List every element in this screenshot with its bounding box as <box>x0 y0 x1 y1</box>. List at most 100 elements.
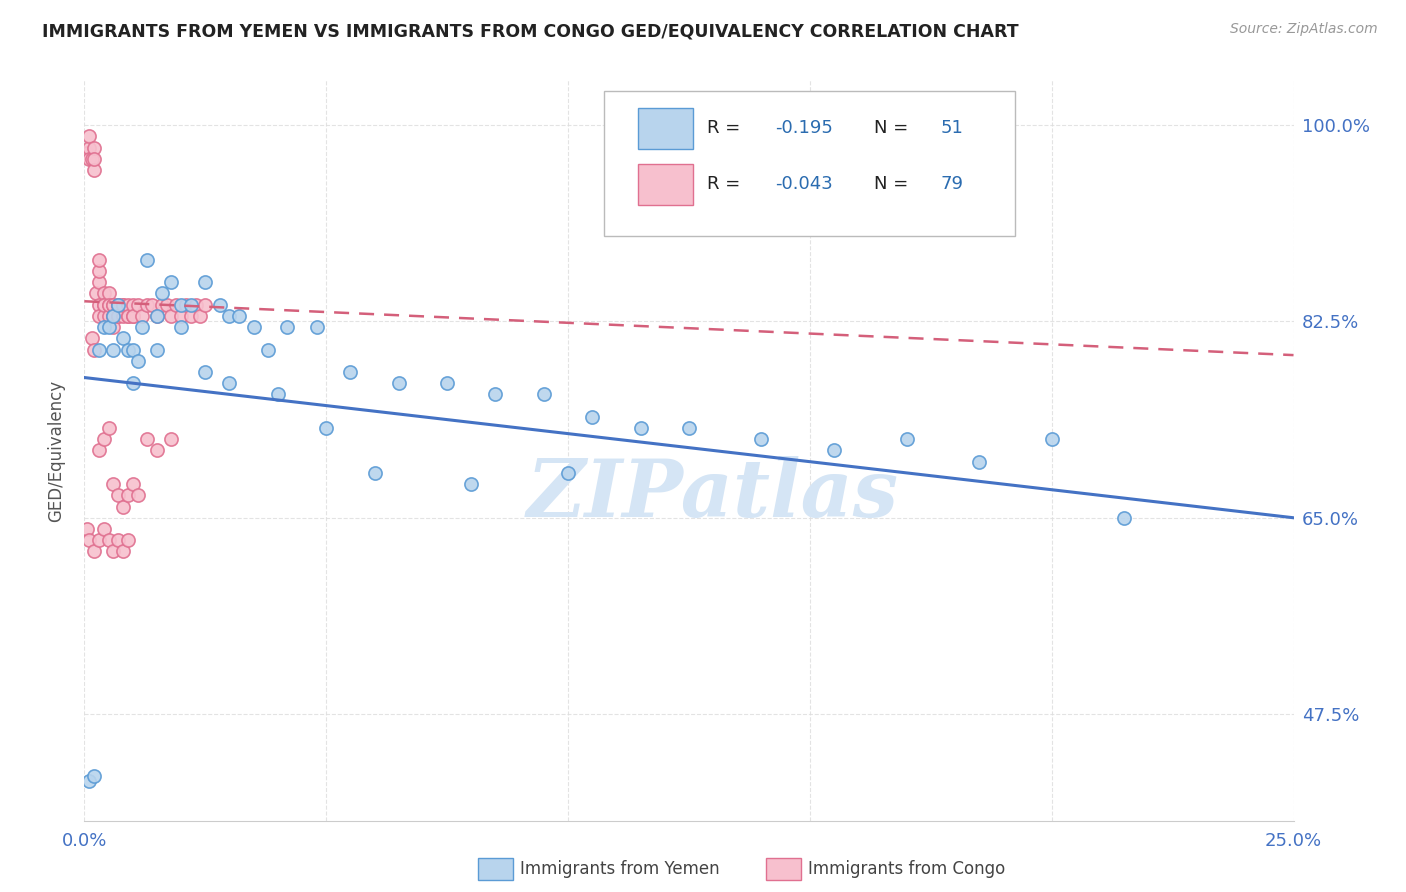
Point <box>194 365 217 379</box>
Point <box>103 343 125 357</box>
Point <box>103 298 125 312</box>
Y-axis label: GED/Equivalency: GED/Equivalency <box>48 379 66 522</box>
Text: -0.195: -0.195 <box>775 120 832 137</box>
Point <box>170 309 193 323</box>
Point <box>896 432 918 446</box>
Point <box>121 376 143 391</box>
Point <box>141 298 163 312</box>
Point <box>87 298 110 312</box>
Point <box>93 309 115 323</box>
Point <box>136 298 159 312</box>
Point <box>83 152 105 166</box>
Point <box>87 343 110 357</box>
Point <box>112 544 135 558</box>
Text: 51: 51 <box>941 120 963 137</box>
Point <box>107 309 129 323</box>
Point <box>103 298 125 312</box>
Point <box>80 152 103 166</box>
Text: N =: N = <box>875 175 914 193</box>
Point <box>117 309 139 323</box>
Point <box>170 298 193 312</box>
Point <box>97 286 120 301</box>
Point <box>77 152 100 166</box>
Point <box>557 466 579 480</box>
Point <box>267 387 290 401</box>
Point <box>150 298 173 312</box>
Text: IMMIGRANTS FROM YEMEN VS IMMIGRANTS FROM CONGO GED/EQUIVALENCY CORRELATION CHART: IMMIGRANTS FROM YEMEN VS IMMIGRANTS FROM… <box>42 22 1019 40</box>
Point <box>117 488 139 502</box>
Point <box>97 533 120 548</box>
Point <box>107 298 129 312</box>
Text: ZIPatlas: ZIPatlas <box>527 456 900 533</box>
Point <box>112 500 135 514</box>
Point <box>160 309 183 323</box>
Point <box>136 432 159 446</box>
Point <box>97 309 120 323</box>
Point <box>93 522 115 536</box>
Point <box>218 309 240 323</box>
Point <box>80 331 103 345</box>
Point <box>87 533 110 548</box>
Point <box>112 331 135 345</box>
Point <box>93 432 115 446</box>
Point <box>127 488 149 502</box>
Point <box>121 477 143 491</box>
Point <box>533 387 555 401</box>
Point <box>93 286 115 301</box>
Point <box>146 309 169 323</box>
Point <box>146 443 169 458</box>
Point <box>107 298 129 312</box>
Point <box>76 146 98 161</box>
Point <box>823 443 845 458</box>
Point <box>86 286 108 301</box>
Point <box>127 298 149 312</box>
Point <box>315 421 337 435</box>
Point <box>180 298 202 312</box>
Text: -0.043: -0.043 <box>775 175 832 193</box>
Point <box>87 309 110 323</box>
Point <box>484 387 506 401</box>
Point <box>83 343 105 357</box>
Text: Immigrants from Yemen: Immigrants from Yemen <box>520 860 720 878</box>
Point <box>257 343 280 357</box>
Point <box>117 533 139 548</box>
Point <box>87 443 110 458</box>
Point <box>77 533 100 548</box>
Point <box>77 774 100 789</box>
Point <box>136 252 159 267</box>
Point <box>93 298 115 312</box>
Point <box>107 309 129 323</box>
Point <box>121 309 143 323</box>
Point <box>103 477 125 491</box>
Point <box>170 320 193 334</box>
Point <box>127 353 149 368</box>
Point <box>194 298 217 312</box>
Point <box>678 421 700 435</box>
Point <box>112 298 135 312</box>
Text: Immigrants from Congo: Immigrants from Congo <box>808 860 1005 878</box>
Point <box>1040 432 1063 446</box>
Point <box>228 309 250 323</box>
Point <box>276 320 298 334</box>
Point <box>581 409 603 424</box>
Point <box>190 309 212 323</box>
Point <box>93 298 115 312</box>
Point <box>103 309 125 323</box>
Point <box>83 163 105 178</box>
Point <box>117 309 139 323</box>
FancyBboxPatch shape <box>605 91 1015 235</box>
Point <box>87 275 110 289</box>
Point <box>97 421 120 435</box>
Point <box>121 343 143 357</box>
Point <box>103 320 125 334</box>
Point <box>83 769 105 783</box>
Text: 79: 79 <box>941 175 963 193</box>
Point <box>131 309 153 323</box>
Point <box>150 286 173 301</box>
Text: Source: ZipAtlas.com: Source: ZipAtlas.com <box>1230 22 1378 37</box>
Point <box>184 298 207 312</box>
Point <box>83 544 105 558</box>
Point <box>208 298 231 312</box>
Point <box>436 376 458 391</box>
Point <box>155 298 177 312</box>
